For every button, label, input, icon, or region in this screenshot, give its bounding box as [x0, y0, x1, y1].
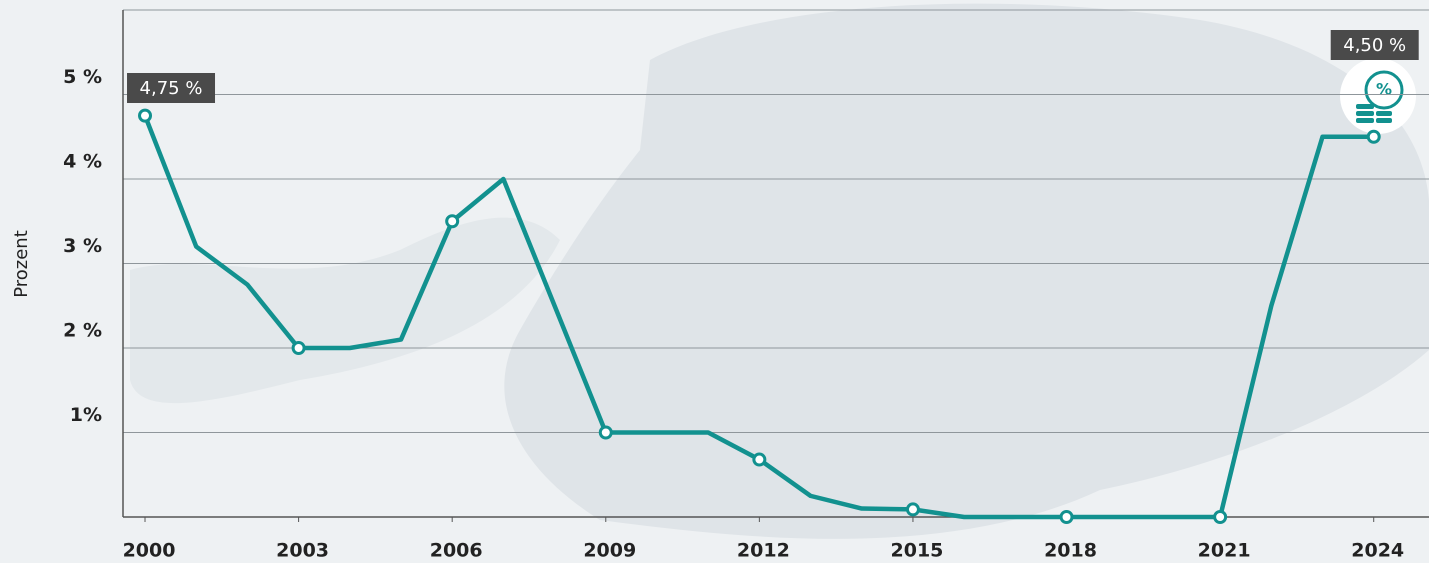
x-tick-label: 2015	[891, 540, 944, 562]
value-label-text: 4,50 %	[1343, 35, 1406, 56]
value-label-text: 4,75 %	[140, 78, 203, 99]
y-tick-label: 6 %	[63, 0, 102, 4]
point	[752, 452, 767, 467]
point	[1059, 510, 1074, 524]
x-tick-label: 2009	[583, 540, 636, 562]
point	[291, 341, 306, 355]
y-tick-label: 1%	[70, 404, 102, 426]
point	[138, 108, 153, 123]
y-tick-label: 2 %	[63, 320, 102, 342]
y-axis-label: Prozent	[11, 230, 32, 298]
point	[1213, 510, 1228, 524]
point	[905, 502, 920, 517]
y-tick-label: 5 %	[63, 66, 102, 88]
point	[1366, 129, 1381, 144]
x-tick-label: 2012	[737, 540, 790, 562]
point	[598, 425, 613, 440]
map-shape	[504, 3, 1429, 539]
value-label: 4,75 %	[127, 73, 216, 103]
x-tick-label: 2000	[123, 540, 176, 562]
x-tick-label: 2006	[430, 540, 483, 562]
value-label: 4,50 %	[1330, 30, 1419, 60]
x-tick-label: 2021	[1198, 540, 1251, 562]
y-tick-label: 4 %	[63, 151, 102, 173]
x-tick-label: 2024	[1351, 540, 1404, 562]
svg-text:%: %	[1376, 80, 1392, 99]
y-tick-label: 3 %	[63, 235, 102, 257]
label-box	[1330, 30, 1419, 60]
x-tick-label: 2003	[276, 540, 329, 562]
label-box	[127, 73, 216, 103]
x-tick-label: 2018	[1044, 540, 1097, 562]
point	[445, 214, 460, 229]
icon: %	[1340, 58, 1416, 134]
